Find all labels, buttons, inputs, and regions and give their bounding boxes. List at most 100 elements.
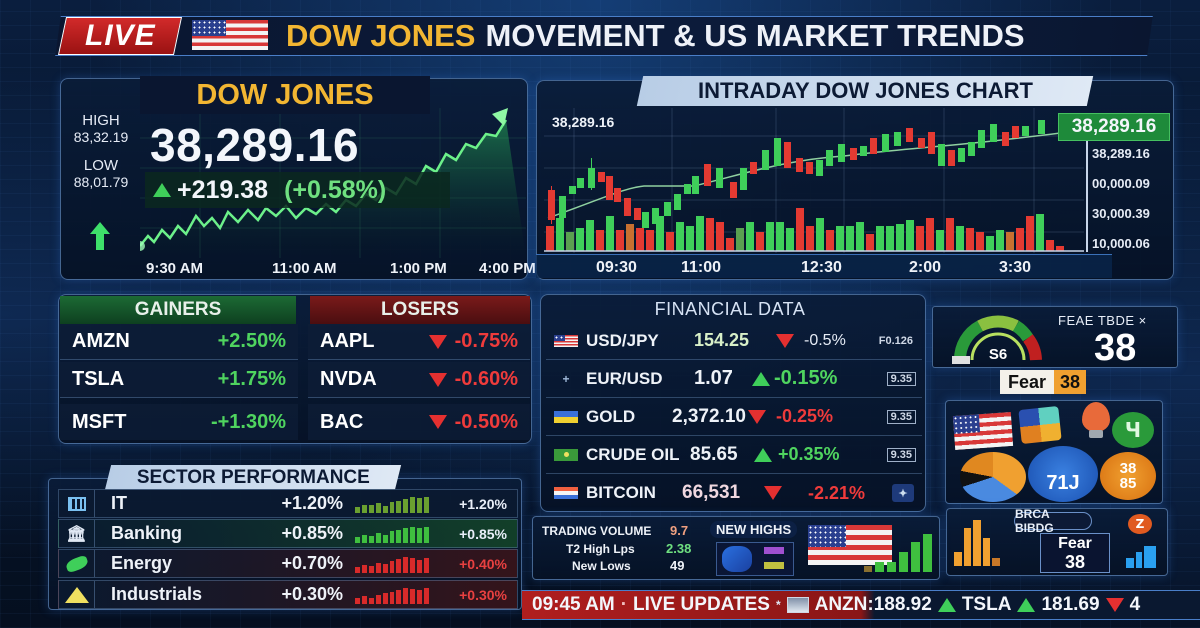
live-badge: LIVE [57, 17, 183, 55]
financial-row[interactable]: USD/JPY 154.25 -0.5% F0.126 [546, 322, 922, 360]
instrument-name: CRUDE OIL [586, 444, 680, 464]
sector-sparkbars [355, 495, 429, 513]
industrials-icon [59, 581, 95, 608]
up-triangle-icon [754, 447, 772, 462]
up-triangle-icon [153, 183, 171, 197]
sector-row[interactable]: 🏛 Banking +0.85% +0.85% [58, 519, 518, 548]
x-axis-label: 11:00 [681, 259, 722, 276]
y-axis-label: 30,000.39 [1092, 206, 1150, 221]
sector-row[interactable]: Energy +0.70% +0.40% [58, 549, 518, 578]
coin-top: 38 [1119, 460, 1137, 477]
high-stat: HIGH 83,32.19 [66, 112, 136, 145]
ticker-chart-icon [786, 597, 809, 613]
gainer-row[interactable]: TSLA +1.75% [60, 362, 298, 398]
instrument-change: -0.5% [804, 331, 846, 349]
coin-bottom: 85 [1119, 475, 1137, 492]
it-icon [59, 490, 95, 517]
fear-index-value: 38 [1094, 327, 1137, 369]
euro-icon: + [562, 371, 570, 386]
ticker-item: TSLA [961, 594, 1012, 615]
mini-fear-label: Fear [1058, 535, 1092, 552]
instrument-price: 2,372.10 [672, 405, 746, 427]
financial-row[interactable]: GOLD 2,372.10 -0.25% 9.35 [546, 398, 922, 436]
instrument-name: USD/JPY [586, 330, 659, 350]
blue-globe-icon: 71J [1028, 446, 1098, 502]
x-axis-label: 2:00 [909, 259, 942, 276]
gainer-change: +2.50% [217, 330, 286, 352]
sector-change: +0.70% [281, 553, 343, 573]
y-axis-line [1086, 140, 1088, 252]
down-triangle-icon [1105, 598, 1124, 612]
purple-tag-icon [764, 547, 784, 554]
orange-bar-chart-icon [954, 520, 1000, 566]
globe-label: 71J [1046, 471, 1080, 494]
colorful-cube-icon [1018, 406, 1062, 444]
title-highlight: DOW JONES [286, 18, 476, 53]
loser-row[interactable]: AAPL -0.75% [308, 324, 530, 360]
down-triangle-icon [428, 415, 447, 429]
loser-symbol: AAPL [320, 330, 375, 352]
instrument-extra: 9.35 [886, 447, 916, 462]
up-triangle-icon [752, 371, 770, 386]
financial-row[interactable]: BITCOIN 66,531 -2.21% ✦ [546, 474, 922, 512]
sector-sparkbars [355, 555, 429, 573]
intraday-title-text: INTRADAY DOW JONES CHART [697, 78, 1033, 103]
instrument-price: 154.25 [694, 330, 750, 350]
new-highs-logo-icon [722, 546, 752, 572]
x-axis-label: 3:30 [999, 259, 1032, 276]
dow-price: 38,289.16 [150, 119, 360, 171]
t2-value: 2.38 [666, 541, 692, 556]
green-bar-chart-icon [864, 534, 934, 572]
ticker-item: ANZN:188.92 [814, 594, 932, 615]
fear-pill-value: 38 [1054, 370, 1087, 394]
financial-data-title: FINANCIAL DATA [654, 298, 806, 319]
financial-row[interactable]: CRUDE OIL 85.65 +0.35% 9.35 [546, 436, 922, 474]
ticker-item: 181.69 [1041, 594, 1100, 615]
us-flag-icon [808, 525, 892, 565]
time-label: 4:00 PM [479, 260, 536, 277]
gainer-symbol: AMZN [72, 330, 130, 352]
sector-name: Industrials [111, 584, 203, 604]
low-label: LOW [83, 157, 119, 174]
sector-row[interactable]: IT +1.20% +1.20% [58, 489, 518, 518]
sector-row[interactable]: Industrials +0.30% +0.30% [58, 580, 518, 609]
sector-change-secondary: +1.20% [459, 495, 507, 512]
blue-chart-icon [1126, 546, 1158, 568]
fear-index-title: FEAE TBDE × [1058, 313, 1147, 328]
fear-pill: Fear 38 [1000, 370, 1106, 394]
lightbulb-base [1089, 430, 1103, 438]
yellow-tag-icon [764, 562, 784, 569]
ticker-separator: * [775, 598, 781, 612]
loser-row[interactable]: BAC -0.50% [308, 404, 530, 440]
x-axis-label: 09:30 [596, 259, 637, 276]
loser-change: -0.75% [454, 330, 518, 352]
new-lows-value: 49 [670, 558, 685, 573]
loser-change: -0.60% [454, 368, 518, 390]
pie-chart-icon [960, 452, 1026, 502]
ticker-time: 09:45 AM [532, 594, 615, 615]
loser-symbol: BAC [320, 410, 364, 433]
y-axis-label: 10,000.06 [1092, 236, 1150, 251]
loser-row[interactable]: NVDA -0.60% [308, 362, 530, 398]
instrument-change: -0.25% [775, 406, 834, 426]
chart-top-label: 38,289.16 [552, 114, 615, 130]
high-value: 83,32.19 [73, 129, 129, 145]
ticker-item: 4 [1129, 594, 1141, 615]
ticker-live-label: LIVE UPDATES [633, 594, 770, 615]
title-rest: MOVEMENT & US MARKET TRENDS [485, 18, 1025, 53]
sector-sparkbars [355, 586, 429, 604]
instrument-extra: 9.35 [886, 371, 916, 386]
dow-change-value: +219.38 [177, 175, 269, 204]
bitcoin-flag-icon [554, 487, 578, 499]
losers-header: LOSERS [310, 296, 530, 324]
gainer-row[interactable]: MSFT -+1.30% [60, 404, 298, 440]
financial-row[interactable]: + EUR/USD 1.07 -0.15% 9.35 [546, 360, 922, 398]
instrument-extra: 9.35 [886, 409, 916, 424]
page-title: DOW JONES MOVEMENT & US MARKET TRENDS [286, 14, 1025, 58]
live-ticker[interactable]: 09:45 AM · LIVE UPDATES * ANZN:188.92 TS… [522, 590, 1200, 620]
gainer-row[interactable]: AMZN +2.50% [60, 324, 298, 360]
bank-icon: 🏛 [59, 520, 95, 547]
trading-volume-label: TRADING VOLUME [542, 524, 652, 538]
sector-change-secondary: +0.40% [459, 555, 507, 572]
new-lows-label: New Lows [572, 559, 631, 573]
